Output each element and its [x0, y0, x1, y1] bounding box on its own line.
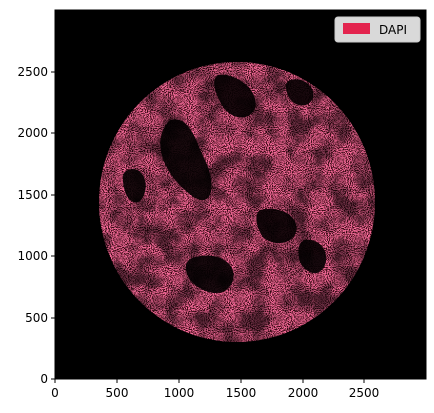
y-tick: 0 — [40, 372, 55, 386]
y-tick-label: 1500 — [17, 188, 48, 202]
x-tick-label: 0 — [51, 386, 59, 400]
legend-swatch — [343, 23, 370, 34]
y-tick-label: 2000 — [17, 126, 48, 140]
x-tick-label: 2000 — [288, 386, 319, 400]
x-tick-label: 1000 — [164, 386, 195, 400]
legend-label-dapi: DAPI — [379, 23, 407, 37]
x-tick: 2500 — [349, 379, 380, 400]
x-tick-label: 2500 — [349, 386, 380, 400]
y-axis: 0 500 1000 1500 2000 2500 — [17, 65, 55, 386]
x-tick-label: 1500 — [226, 386, 257, 400]
y-tick: 2500 — [17, 65, 55, 79]
x-tick: 0 — [51, 379, 59, 400]
y-tick: 2000 — [17, 126, 55, 140]
y-tick-label: 0 — [40, 372, 48, 386]
y-tick-label: 1000 — [17, 249, 48, 263]
y-tick-label: 2500 — [17, 65, 48, 79]
y-tick: 500 — [25, 311, 55, 325]
tissue-disk — [99, 62, 375, 342]
x-axis: 0 500 1000 1500 2000 2500 — [51, 379, 379, 400]
x-tick: 1000 — [164, 379, 195, 400]
y-tick: 1500 — [17, 188, 55, 202]
y-tick-label: 500 — [25, 311, 48, 325]
x-tick: 1500 — [226, 379, 257, 400]
legend: DAPI — [334, 16, 421, 43]
y-tick: 1000 — [17, 249, 55, 263]
x-tick: 500 — [106, 379, 129, 400]
x-tick: 2000 — [288, 379, 319, 400]
x-tick-label: 500 — [106, 386, 129, 400]
